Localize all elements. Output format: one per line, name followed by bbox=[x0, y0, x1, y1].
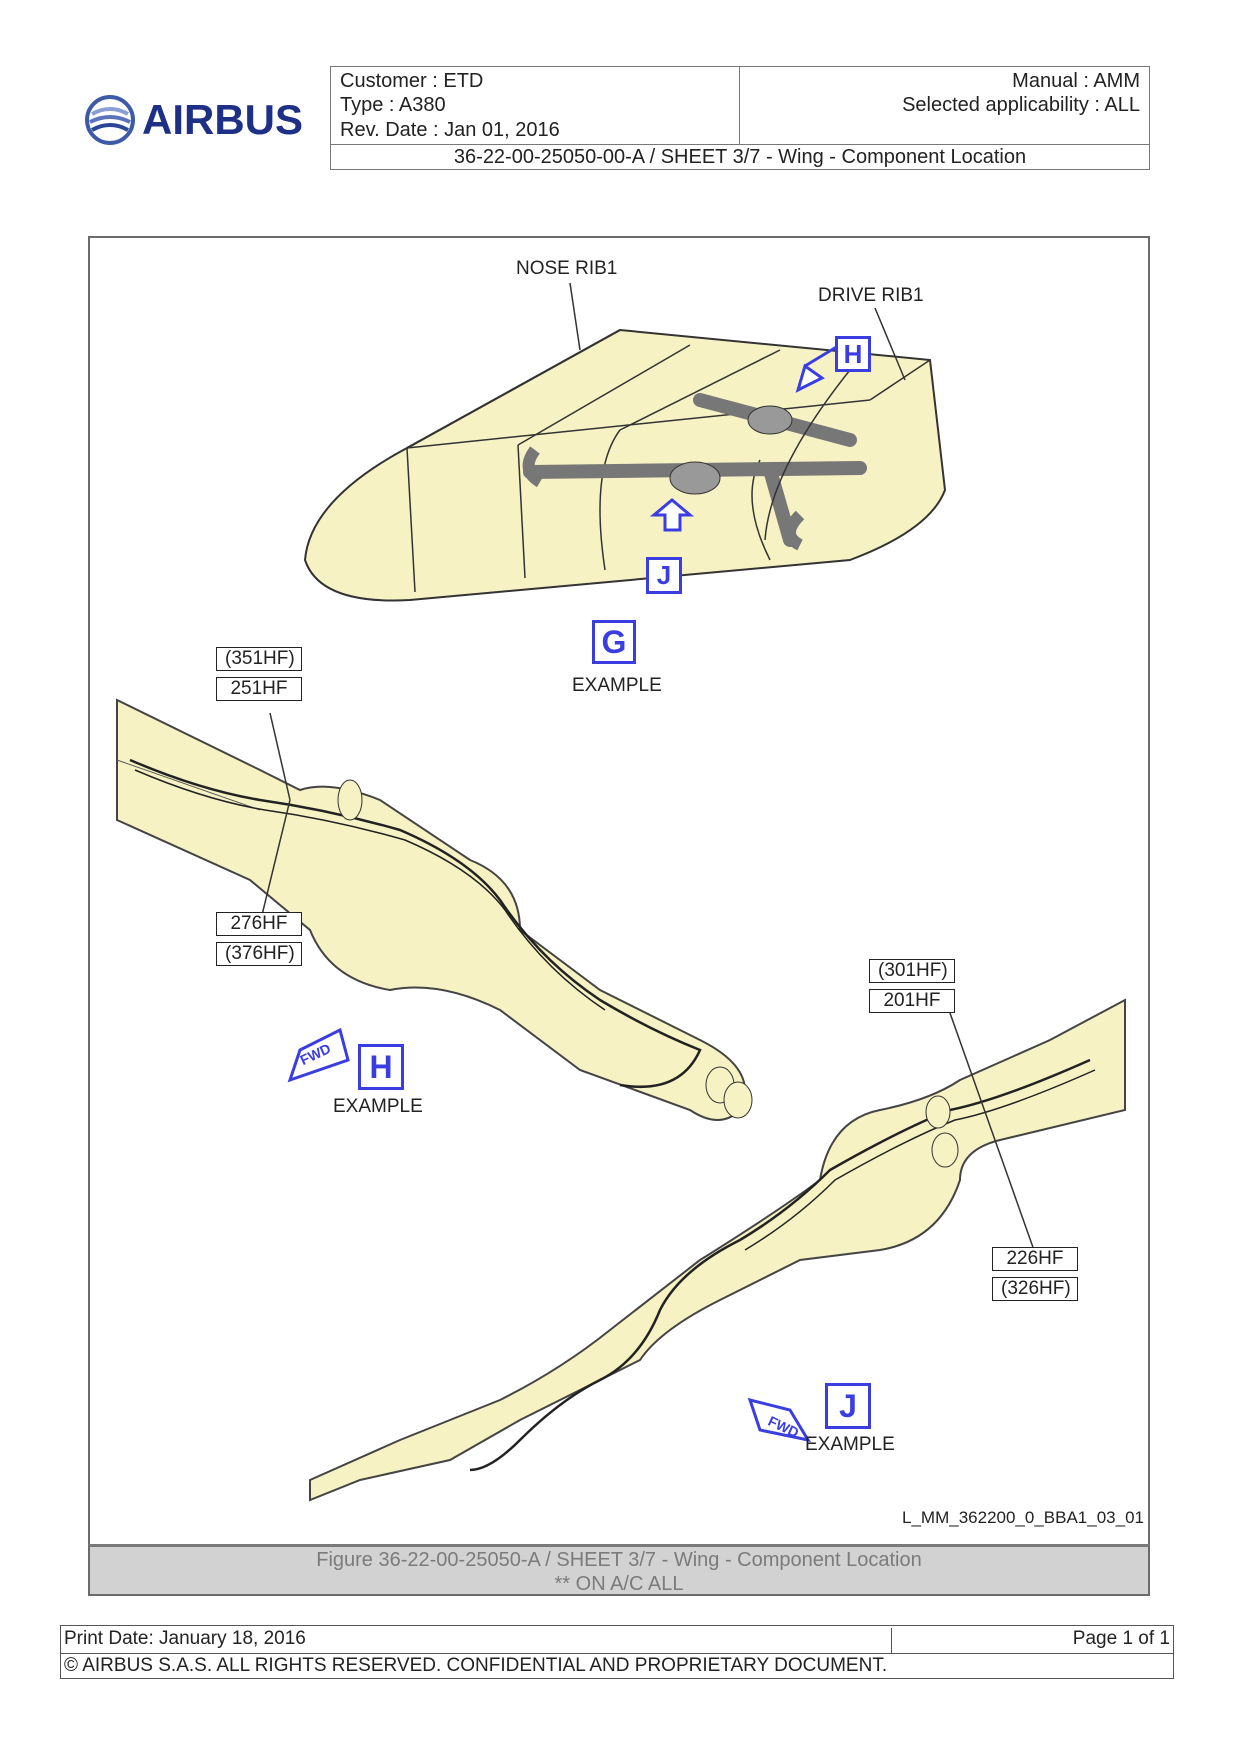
document-header: Customer : ETD Type : A380 Rev. Date : J… bbox=[330, 66, 1150, 170]
view-g-title: G bbox=[592, 620, 636, 664]
ref-376hf: (376HF) bbox=[216, 942, 302, 966]
ref-351hf: (351HF) bbox=[216, 647, 302, 671]
ref-251hf: 251HF bbox=[216, 677, 302, 701]
ref-301hf: (301HF) bbox=[869, 959, 955, 983]
airbus-logo: AIRBUS bbox=[80, 88, 320, 152]
ref-276hf: 276HF bbox=[216, 912, 302, 936]
rev-date-text: Rev. Date : Jan 01, 2016 bbox=[340, 119, 560, 141]
header-left-cell: Customer : ETD Type : A380 Rev. Date : J… bbox=[331, 67, 740, 144]
view-j-example-label: EXAMPLE bbox=[805, 1434, 895, 1455]
view-g-example-label: EXAMPLE bbox=[572, 675, 662, 696]
airbus-swirl-icon bbox=[85, 95, 135, 145]
ref-201hf: 201HF bbox=[869, 989, 955, 1013]
view-j-callout: J bbox=[646, 557, 682, 594]
sheet-title: 36-22-00-25050-00-A / SHEET 3/7 - Wing -… bbox=[331, 144, 1149, 171]
view-h-illustration: FWD bbox=[116, 698, 753, 1121]
ref-226hf: 226HF bbox=[992, 1247, 1078, 1271]
page-footer: Print Date: January 18, 2016 Page 1 of 1… bbox=[60, 1625, 1174, 1679]
customer-text: Customer : ETD bbox=[340, 70, 484, 92]
footer-top-row: Print Date: January 18, 2016 Page 1 of 1 bbox=[61, 1626, 1173, 1654]
wing-leading-edge-illustration bbox=[303, 282, 947, 602]
ref-326hf: (326HF) bbox=[992, 1277, 1078, 1301]
print-date: Print Date: January 18, 2016 bbox=[64, 1628, 306, 1649]
view-h-example-label: EXAMPLE bbox=[333, 1096, 423, 1117]
view-h-title: H bbox=[358, 1044, 404, 1090]
manual-text: Manual : AMM bbox=[1012, 70, 1140, 92]
svg-text:FWD: FWD bbox=[766, 1413, 802, 1441]
view-h-callout: H bbox=[835, 336, 871, 372]
view-j-illustration: FWD bbox=[309, 998, 1126, 1502]
copyright-text: © AIRBUS S.A.S. ALL RIGHTS RESERVED. CON… bbox=[64, 1655, 888, 1676]
view-j-title: J bbox=[825, 1383, 871, 1429]
applicability-text: Selected applicability : ALL bbox=[902, 94, 1140, 116]
figure-id: L_MM_362200_0_BBA1_03_01 bbox=[902, 1508, 1144, 1527]
svg-text:AIRBUS: AIRBUS bbox=[142, 96, 303, 143]
caption-line-1: Figure 36-22-00-25050-A / SHEET 3/7 - Wi… bbox=[316, 1549, 922, 1571]
nose-rib-label: NOSE RIB1 bbox=[516, 258, 618, 279]
page-number: Page 1 of 1 bbox=[891, 1628, 1170, 1653]
figure-caption: Figure 36-22-00-25050-A / SHEET 3/7 - Wi… bbox=[88, 1544, 1150, 1596]
drive-rib-label: DRIVE RIB1 bbox=[818, 285, 924, 306]
caption-line-2: ** ON A/C ALL bbox=[554, 1573, 684, 1595]
type-text: Type : A380 bbox=[340, 94, 446, 116]
